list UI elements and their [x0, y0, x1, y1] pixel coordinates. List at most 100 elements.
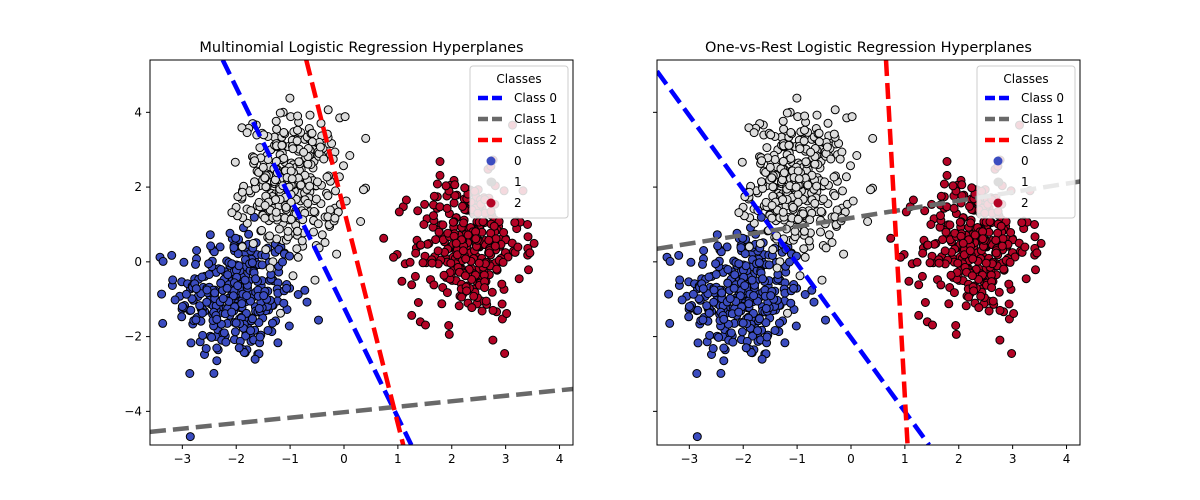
scatter-point [917, 271, 927, 281]
scatter-point [714, 332, 724, 342]
scatter-point [1036, 238, 1046, 248]
scatter-point [767, 201, 777, 210]
x-tick-label: −1 [788, 452, 806, 466]
scatter-point [231, 318, 241, 328]
scatter-point [976, 291, 986, 301]
scatter-point [462, 286, 472, 296]
scatter-point [705, 330, 715, 340]
scatter-point [719, 343, 729, 353]
scatter-point [699, 246, 709, 255]
scatter-point [271, 195, 281, 205]
scatter-point [736, 243, 746, 253]
scatter-point [822, 142, 832, 152]
scatter-point [925, 258, 935, 268]
scatter-point [273, 338, 283, 348]
legend-point-marker [486, 156, 496, 166]
scatter-point [886, 233, 896, 243]
scatter-point [810, 159, 820, 169]
scatter-point [684, 312, 694, 322]
scatter-point [835, 154, 845, 164]
legend-label: 0 [514, 154, 522, 168]
scatter-point [282, 283, 291, 293]
y-tick-label: −4 [124, 404, 142, 418]
scatter-point [313, 219, 323, 229]
scatter-point [826, 154, 836, 164]
scatter-point [951, 321, 961, 330]
scatter-point [698, 284, 708, 294]
scatter-point [429, 211, 438, 221]
scatter-point [488, 335, 498, 345]
scatter-point [439, 270, 449, 280]
scatter-point [205, 230, 215, 240]
scatter-point [484, 248, 494, 258]
hyperplane-line [304, 60, 406, 445]
scatter-point [170, 295, 180, 305]
scatter-point [427, 258, 437, 268]
scatter-point [951, 329, 961, 339]
scatter-point [305, 181, 315, 191]
scatter-point [181, 289, 191, 299]
scatter-point [818, 194, 828, 204]
scatter-point [446, 258, 456, 268]
scatter-point [778, 195, 788, 205]
scatter-point [279, 153, 289, 163]
scatter-point [757, 177, 766, 187]
scatter-point [812, 181, 822, 191]
scatter-point [499, 228, 509, 237]
scatter-point [838, 186, 847, 196]
scatter-point [841, 172, 851, 182]
scatter-points [662, 93, 1046, 442]
scatter-point [970, 230, 980, 240]
scatter-point [419, 220, 429, 229]
scatter-point [275, 108, 285, 118]
scatter-point [191, 284, 201, 294]
scatter-point [418, 258, 428, 268]
scatter-point [257, 260, 267, 270]
x-tick-label: 0 [340, 452, 348, 466]
scatter-point [779, 168, 789, 178]
scatter-point [848, 196, 858, 206]
scatter-point [995, 305, 1005, 315]
scatter-point [778, 116, 788, 126]
scatter-point [946, 270, 956, 280]
scatter-point [709, 297, 719, 307]
scatter-point [821, 243, 831, 253]
scatter-point [458, 246, 468, 256]
legend-label: Class 1 [514, 112, 557, 126]
scatter-point [1005, 257, 1015, 267]
scatter-point [698, 315, 708, 325]
scatter-point [740, 249, 750, 259]
scatter-point [230, 327, 240, 337]
scatter-point [246, 326, 256, 336]
scatter-point [1007, 349, 1017, 358]
x-tick-label: 0 [847, 452, 855, 466]
scatter-point [292, 136, 302, 146]
scatter-point [726, 328, 736, 338]
scatter-point [967, 183, 977, 193]
hyperplane-line [150, 386, 573, 435]
scatter-point [698, 259, 707, 269]
scatter-point [939, 179, 949, 189]
scatter-point [258, 162, 268, 172]
legend-point-marker [486, 198, 496, 208]
scatter-point [416, 240, 426, 250]
scatter-point [996, 221, 1006, 231]
x-tick-label: −1 [281, 452, 299, 466]
scatter-point [734, 259, 744, 269]
scatter-point [471, 234, 481, 244]
plot-title: Multinomial Logistic Regression Hyperpla… [199, 40, 523, 56]
scatter-point [978, 234, 988, 244]
x-tick-label: 2 [955, 452, 963, 466]
scatter-point [158, 318, 168, 328]
scatter-point [218, 294, 228, 303]
scatter-point [481, 296, 491, 306]
scatter-point [786, 128, 796, 137]
scatter-point [716, 368, 726, 378]
scatter-point [729, 283, 739, 293]
scatter-point [717, 288, 727, 298]
scatter-point [246, 206, 256, 216]
scatter-point [793, 214, 803, 224]
scatter-point [749, 128, 759, 138]
scatter-point [847, 112, 857, 122]
scatter-point [449, 198, 459, 208]
